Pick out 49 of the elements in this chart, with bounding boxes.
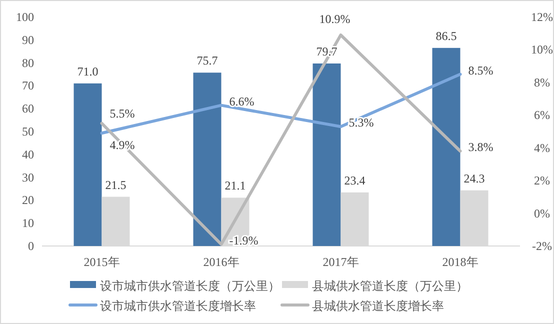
data-label: -1.9% [229,233,258,248]
y-tick-label: 90 [22,32,34,47]
bar [74,83,102,246]
y2-tick-label: 2% [534,174,550,188]
x-tick-label: 2016年 [203,255,240,269]
y-tick-label: 20 [22,193,34,208]
y-tick-label: 40 [22,147,34,162]
data-label: 24.3 [464,171,485,186]
data-label: 4.9% [110,138,135,152]
legend-label: 县城供水管道长度增长率 [312,299,444,313]
legend-label: 县城供水管道长度（万公里） [312,279,468,293]
y2-tick-label: 10% [531,42,553,57]
data-label: 5.3% [348,116,374,130]
data-label: 8.5% [468,63,494,78]
x-tick-label: 2017年 [322,255,359,269]
legend-label: 设市城市供水管道长度增长率 [100,299,256,313]
legend-label: 设市城市供水管道长度（万公里） [100,279,280,293]
y-tick-label: 50 [22,124,34,138]
y2-tick-label: 6% [534,108,550,122]
y-tick-label: 60 [22,102,34,116]
line-series [100,72,462,135]
x-tick-label: 2018年 [442,255,478,269]
y2-tick-label: 8% [534,75,550,90]
y-tick-label: 100 [16,10,34,24]
y-tick-label: 30 [22,170,34,184]
y2-tick-label: 0% [534,206,550,220]
y2-tick-label: -2% [532,239,552,253]
data-label: 71.0 [77,64,98,78]
bar [312,63,341,246]
data-label: 10.9% [319,12,350,26]
data-label: 21.5 [105,178,126,192]
y-tick-label: 70 [22,78,34,93]
data-label: 3.8% [468,140,494,154]
data-label: 86.5 [436,28,457,43]
bar [193,72,222,246]
bar [432,48,460,246]
data-label: 23.4 [344,173,366,188]
y2-tick-label: 4% [534,140,550,155]
data-label: 75.7 [196,54,218,68]
data-label: 21.1 [224,178,246,193]
y-tick-label: 80 [22,56,34,70]
data-label: 6.6% [229,94,254,108]
data-label: 79.7 [316,44,338,58]
data-label: 5.5% [110,106,135,120]
y-tick-label: 0 [28,239,34,253]
line-series [100,33,462,246]
y-tick-label: 10 [22,216,34,230]
x-tick-label: 2015年 [84,255,120,269]
y2-tick-label: 12% [531,10,553,24]
